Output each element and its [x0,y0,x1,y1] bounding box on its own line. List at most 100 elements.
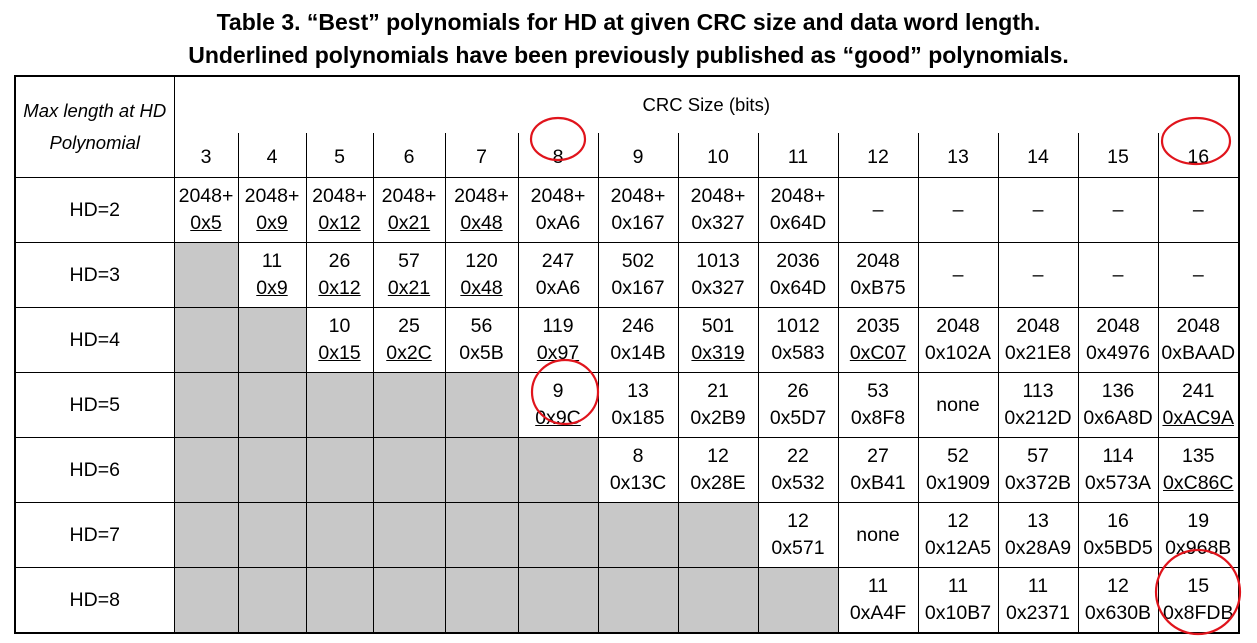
polynomial: 0xB75 [850,277,906,299]
cell: 15 0x8FDB [1157,567,1240,634]
underlined-polynomial: 0x5 [190,212,222,234]
cell: 2048+ 0x167 [597,177,679,243]
corner-cell: Max length at HD Polynomial [14,75,175,178]
max-length: 11 [947,575,969,597]
max-length: 22 [787,445,809,467]
cell: 12 0x12A5 [917,502,999,568]
polynomial: 0x102A [924,342,992,364]
cell: 11 0x2371 [997,567,1079,634]
max-length: 246 [621,315,655,337]
max-length: 13 [1027,510,1049,532]
cell: 53 0x8F8 [837,372,919,438]
cell: 2048+ 0xA6 [517,177,599,243]
empty-cell [517,567,599,634]
polynomial: 0x21E8 [1004,342,1072,364]
max-length: 2035 [856,315,900,337]
header-row: Max length at HD Polynomial CRC Size (bi… [14,75,1240,178]
polynomial: 0xA4F [849,602,907,624]
cell: 1013 0x327 [677,242,759,308]
max-length: 12 [947,510,969,532]
cell: 19 0x968B [1157,502,1240,568]
underlined-polynomial: 0x21 [387,212,431,234]
polynomial: 0x8F8 [850,407,906,429]
table: Max length at HD Polynomial CRC Size (bi… [14,75,1240,634]
data-row: HD=4 10 0x15 25 0x2C 56 0x5B 119 0x97 246 0x14B 501… [14,307,1240,373]
max-length: 56 [470,315,493,337]
max-length: 2048+ [381,185,437,207]
underlined-polynomial: 0x12 [318,212,361,234]
empty-cell [237,307,307,373]
cell: 13 0x185 [597,372,679,438]
empty-cell [173,242,239,308]
max-length: 241 [1181,380,1215,402]
cell: 2048+ 0x5 [173,177,239,243]
cell: 114 0x573A [1077,437,1159,503]
cell: 11 0x10B7 [917,567,999,634]
max-length: 2048+ [244,185,300,207]
polynomial: 0x1909 [926,472,990,494]
data-row: HD=8 11 0xA4F 11 0x10B7 11 0x2371 12 0x630B 15 0x8… [14,567,1240,634]
underlined-polynomial: 0x12 [318,277,361,299]
cell: 2048+ 0x48 [444,177,519,243]
column-header: 8 [517,133,599,178]
polynomial: 0x64D [769,212,827,234]
row-header: HD=6 [14,437,175,503]
polynomial: 0x2371 [1006,602,1070,624]
max-length: 2048+ [770,185,826,207]
cell: 120 0x48 [444,242,519,308]
max-length: 53 [867,380,889,402]
column-header: 13 [917,133,999,178]
polynomial: 0x212D [1004,407,1072,429]
empty-cell [237,567,307,634]
row-header: HD=5 [14,372,175,438]
max-length: 2048+ [530,185,586,207]
max-length: 13 [627,380,649,402]
cell: 2048 0xB75 [837,242,919,308]
polynomial: 0x9 [239,210,306,237]
empty-cell [444,502,519,568]
max-length: 12 [707,445,729,467]
underlined-polynomial: 0x48 [460,277,503,299]
cell: 2048 0xBAAD [1157,307,1240,373]
cell: 26 0x12 [305,242,374,308]
cell: 2036 0x64D [757,242,839,308]
empty-cell [237,502,307,568]
max-length: 2048 [856,250,900,272]
cell: 2048+ 0x21 [372,177,446,243]
polynomial: 0x5BD5 [1083,537,1153,559]
underlined-polynomial: 0xC86C [1163,472,1234,494]
polynomial: 0x5 [175,210,238,237]
polynomial: 0x327 [691,277,745,299]
polynomial: 0x28E [690,472,746,494]
cell: 57 0x372B [997,437,1079,503]
row-header: HD=4 [14,307,175,373]
underlined-polynomial: 0xAC9A [1162,407,1235,429]
max-length: 113 [1022,380,1054,402]
polynomial: 0x5B [459,342,504,364]
cell: 501 0x319 [677,307,759,373]
cell: 11 0xA4F [837,567,919,634]
empty-cell [517,502,599,568]
empty-cell [305,372,374,438]
cell: 241 0xAC9A [1157,372,1240,438]
polynomial: 0x4976 [1086,342,1150,364]
underlined-polynomial: 0xC07 [849,342,907,364]
polynomial: 0x9C [519,405,598,432]
cell: – [997,242,1079,308]
max-length: 247 [541,250,575,272]
max-length: 136 [1101,380,1135,402]
empty-cell [305,437,374,503]
empty-cell [517,437,599,503]
empty-cell [305,567,374,634]
cell: – [837,177,919,243]
empty-cell [305,502,374,568]
polynomial: 0x583 [771,342,825,364]
underlined-polynomial: 0x9 [256,212,288,234]
cell: 2048+ 0x327 [677,177,759,243]
polynomial: 0x13C [609,472,667,494]
column-header: 7 [444,133,519,178]
cell: 135 0xC86C [1157,437,1240,503]
empty-cell [372,372,446,438]
max-length: 2036 [776,250,820,272]
max-length: 2048 [936,315,980,337]
